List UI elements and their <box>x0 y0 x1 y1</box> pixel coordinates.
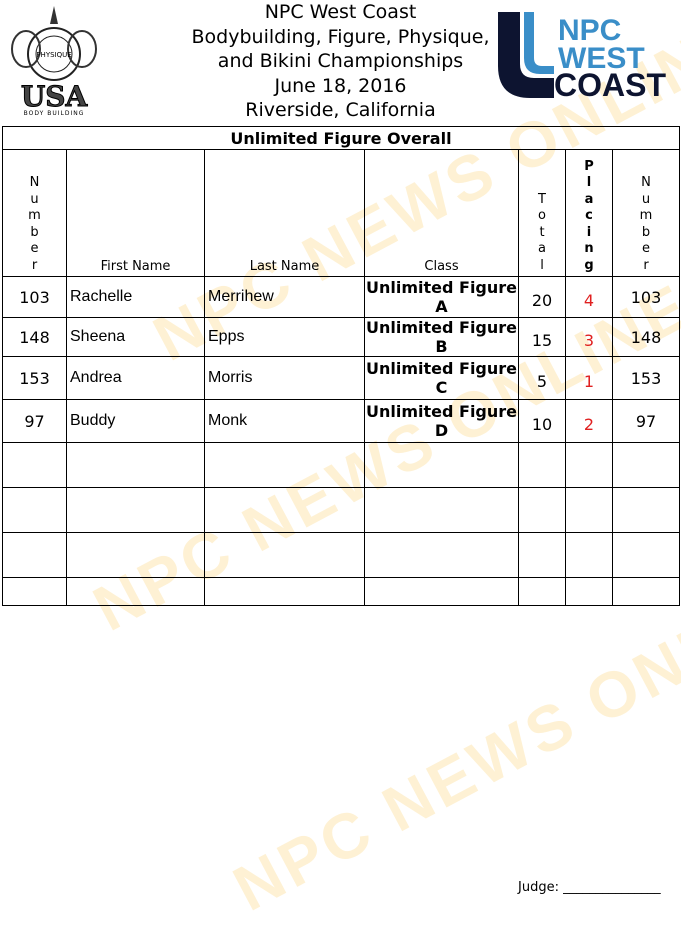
placing-cell: 3 <box>565 317 613 357</box>
empty-cell <box>204 487 365 533</box>
header-line: Bodybuilding, Figure, Physique, <box>191 25 490 48</box>
first-name-cell: Rachelle <box>66 276 205 318</box>
total-cell: 20 <box>518 276 566 318</box>
empty-cell <box>66 487 205 533</box>
empty-cell <box>612 487 680 533</box>
empty-cell <box>2 532 67 578</box>
empty-row <box>2 532 680 578</box>
last-name-cell: Monk <box>204 399 365 443</box>
event-header: NPC West Coast Bodybuilding, Figure, Phy… <box>0 0 681 123</box>
header-last-name: Last Name <box>204 149 365 277</box>
header-line: NPC West Coast <box>264 1 417 23</box>
first-name-cell: Buddy <box>66 399 205 443</box>
header-line: and Bikini Championships <box>217 50 464 72</box>
number-cell: 153 <box>2 356 67 400</box>
first-name-cell: Andrea <box>66 356 205 400</box>
empty-cell <box>518 487 566 533</box>
empty-cell <box>66 532 205 578</box>
table-row: 148 Sheena Epps Unlimited Figure B 15 3 148 <box>2 317 680 357</box>
class-cell: Unlimited Figure C <box>364 356 519 400</box>
table-row: 97 Buddy Monk Unlimited Figure D 10 2 97 <box>2 399 680 443</box>
npc-west-coast-logo: NPC WEST COAST <box>498 12 666 98</box>
empty-cell <box>204 577 365 606</box>
total-cell: 5 <box>518 356 566 400</box>
empty-cell <box>518 442 566 488</box>
svg-text:PHYSIQUE: PHYSIQUE <box>36 51 71 59</box>
number-cell: 103 <box>2 276 67 318</box>
empty-cell <box>364 487 519 533</box>
empty-row <box>2 577 680 606</box>
table-row: 153 Andrea Morris Unlimited Figure C 5 1 153 <box>2 356 680 400</box>
empty-row <box>2 487 680 533</box>
empty-cell <box>2 442 67 488</box>
empty-cell <box>612 532 680 578</box>
table-title: Unlimited Figure Overall <box>2 126 680 150</box>
placing-cell: 4 <box>565 276 613 318</box>
class-cell: Unlimited Figure D <box>364 399 519 443</box>
empty-cell <box>364 577 519 606</box>
svg-text:WEST: WEST <box>558 42 645 75</box>
header-first-name: First Name <box>66 149 205 277</box>
number-cell-2: 153 <box>612 356 680 400</box>
last-name-cell: Epps <box>204 317 365 357</box>
empty-cell <box>204 532 365 578</box>
number-cell-2: 97 <box>612 399 680 443</box>
last-name-cell: Merrihew <box>204 276 365 318</box>
total-cell: 15 <box>518 317 566 357</box>
empty-cell <box>565 487 613 533</box>
event-location: Riverside, California <box>245 99 436 121</box>
last-name-cell: Morris <box>204 356 365 400</box>
table-row: 103 Rachelle Merrihew Unlimited Figure A 20 4… <box>2 276 680 318</box>
svg-text:COAST: COAST <box>554 67 666 98</box>
svg-text:USA: USA <box>21 80 89 113</box>
empty-cell <box>66 442 205 488</box>
event-date: June 18, 2016 <box>274 74 407 97</box>
empty-cell <box>364 442 519 488</box>
empty-cell <box>66 577 205 606</box>
empty-cell <box>518 532 566 578</box>
total-cell: 10 <box>518 399 566 443</box>
number-cell-2: 148 <box>612 317 680 357</box>
npc-usa-logo: PHYSIQUE USA BODY BUILDING <box>11 6 97 116</box>
class-cell: Unlimited Figure A <box>364 276 519 318</box>
empty-cell <box>2 487 67 533</box>
empty-row <box>2 442 680 488</box>
header-class: Class <box>364 149 519 277</box>
empty-cell <box>612 577 680 606</box>
judge-signature-line: Judge: _______________ <box>518 880 661 895</box>
empty-cell <box>565 577 613 606</box>
empty-cell <box>204 442 365 488</box>
empty-cell <box>612 442 680 488</box>
empty-cell <box>565 532 613 578</box>
placing-cell: 2 <box>565 399 613 443</box>
empty-cell <box>2 577 67 606</box>
number-cell: 97 <box>2 399 67 443</box>
svg-text:NPC: NPC <box>558 14 621 47</box>
svg-text:BODY BUILDING: BODY BUILDING <box>24 110 85 116</box>
number-cell-2: 103 <box>612 276 680 318</box>
empty-cell <box>518 577 566 606</box>
empty-cell <box>565 442 613 488</box>
empty-cell <box>364 532 519 578</box>
placing-cell: 1 <box>565 356 613 400</box>
class-cell: Unlimited Figure B <box>364 317 519 357</box>
number-cell: 148 <box>2 317 67 357</box>
first-name-cell: Sheena <box>66 317 205 357</box>
